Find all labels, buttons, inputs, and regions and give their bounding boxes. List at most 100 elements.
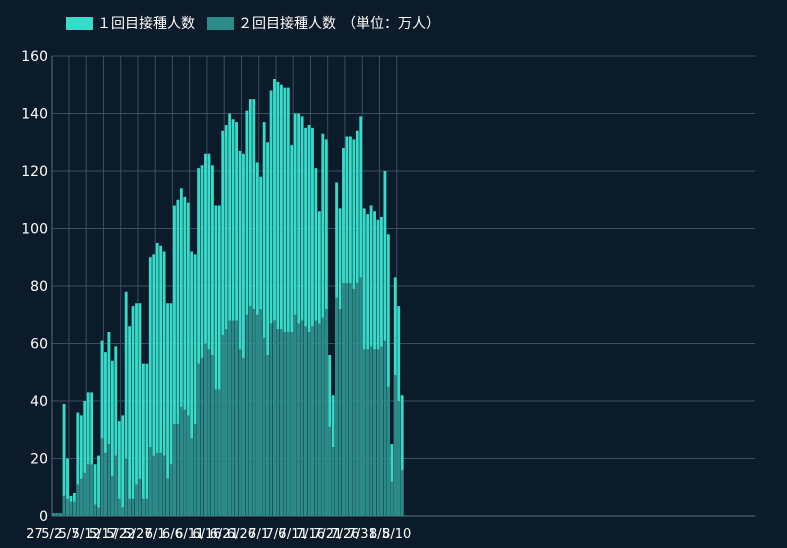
bar-dose2 bbox=[131, 498, 135, 516]
bar-dose2 bbox=[259, 309, 263, 516]
bar-dose2 bbox=[317, 323, 321, 517]
bar-dose1 bbox=[200, 165, 204, 516]
bar-dose1 bbox=[245, 110, 249, 517]
bar-dose2 bbox=[273, 320, 276, 516]
x-tick-label: 5/7 bbox=[58, 527, 79, 542]
bar-dose2 bbox=[252, 309, 256, 516]
bar-dose2 bbox=[362, 349, 366, 516]
bar-dose1 bbox=[400, 395, 404, 516]
x-tick-label: 7/11 bbox=[279, 527, 308, 542]
bar-dose2 bbox=[300, 320, 304, 516]
bar-dose2 bbox=[69, 501, 73, 517]
bar-dose2 bbox=[331, 447, 335, 516]
bar-dose2 bbox=[190, 438, 194, 517]
bar-dose2 bbox=[138, 478, 142, 517]
bar-dose1 bbox=[121, 415, 125, 517]
bar-dose1 bbox=[238, 150, 242, 517]
bar-dose1 bbox=[186, 202, 190, 517]
bar-dose1 bbox=[155, 242, 159, 517]
bar-dose2 bbox=[124, 458, 128, 516]
bar-dose1 bbox=[117, 421, 121, 517]
bar-dose1 bbox=[141, 363, 145, 517]
bar-dose1 bbox=[252, 99, 256, 517]
bar-dose1 bbox=[93, 464, 97, 516]
bar-dose1 bbox=[221, 130, 225, 516]
bar-dose1 bbox=[107, 332, 111, 516]
bar-dose2 bbox=[348, 283, 352, 517]
legend-label-dose1: １回目接種人数 bbox=[97, 16, 195, 32]
legend-swatch-dose1 bbox=[66, 16, 93, 30]
bar-dose2 bbox=[324, 309, 328, 516]
legend-item-dose1[interactable]: １回目接種人数 bbox=[66, 13, 195, 33]
bar-dose2 bbox=[228, 320, 232, 516]
bar-dose1 bbox=[190, 251, 194, 516]
bar-dose2 bbox=[400, 470, 404, 516]
x-tick-label: 7/1 bbox=[248, 527, 269, 542]
bar-dose2 bbox=[224, 329, 228, 517]
bar-dose1 bbox=[279, 84, 283, 516]
bar-dose2 bbox=[155, 452, 159, 516]
bar-dose2 bbox=[86, 464, 90, 516]
bar-dose1 bbox=[207, 153, 211, 516]
x-tick-label: 6/11 bbox=[175, 527, 204, 542]
y-tick-label: 160 bbox=[21, 49, 48, 65]
bar-dose1 bbox=[235, 122, 238, 517]
bar-dose1 bbox=[224, 125, 228, 516]
bar-dose1 bbox=[262, 122, 266, 517]
bar-dose1 bbox=[197, 168, 201, 517]
bar-dose1 bbox=[231, 119, 235, 516]
bar-dose1 bbox=[90, 392, 94, 517]
bar-dose2 bbox=[176, 424, 180, 516]
bar-dose1 bbox=[283, 87, 287, 517]
bar-dose1 bbox=[210, 165, 214, 516]
x-tick-label: 27 bbox=[26, 527, 43, 542]
bar-dose2 bbox=[366, 349, 370, 516]
bar-dose2 bbox=[141, 498, 145, 516]
bar-dose1 bbox=[114, 346, 118, 517]
bar-dose2 bbox=[238, 349, 242, 516]
bar-dose1 bbox=[214, 205, 218, 516]
bar-dose2 bbox=[262, 337, 266, 516]
bar-dose1 bbox=[66, 458, 69, 516]
bar-dose2 bbox=[210, 355, 214, 516]
bar-dose2 bbox=[121, 507, 125, 517]
bar-dose2 bbox=[380, 346, 383, 517]
bar-dose1 bbox=[76, 412, 80, 516]
bar-dose2 bbox=[173, 424, 176, 516]
bar-dose2 bbox=[145, 498, 149, 516]
bar-dose2 bbox=[166, 478, 169, 517]
bar-dose2 bbox=[135, 484, 138, 517]
bar-dose2 bbox=[235, 320, 238, 516]
legend: １回目接種人数 ２回目接種人数 （単位：万人） bbox=[66, 13, 452, 33]
bar-dose1 bbox=[162, 251, 166, 516]
unit-label: （単位：万人） bbox=[342, 16, 440, 32]
x-tick-label: 7/21 bbox=[313, 527, 342, 542]
y-tick-label: 80 bbox=[30, 279, 48, 295]
bar-dose2 bbox=[207, 349, 211, 516]
bar-dose2 bbox=[293, 314, 297, 516]
x-tick-label: 5/27 bbox=[123, 527, 152, 542]
bar-dose1 bbox=[166, 303, 169, 516]
bar-dose2 bbox=[52, 513, 56, 517]
bar-dose1 bbox=[135, 303, 138, 516]
bar-dose1 bbox=[86, 392, 90, 517]
bar-dose1 bbox=[228, 113, 232, 516]
bar-dose1 bbox=[124, 291, 128, 516]
x-tick-label: 7/26 bbox=[330, 527, 359, 542]
bar-dose1 bbox=[104, 352, 107, 517]
bar-dose1 bbox=[290, 145, 294, 517]
legend-item-dose2[interactable]: ２回目接種人数 （単位：万人） bbox=[207, 13, 440, 33]
bar-dose2 bbox=[128, 498, 132, 516]
bar-dose1 bbox=[300, 116, 304, 517]
bar-dose2 bbox=[214, 389, 218, 516]
bar-dose2 bbox=[397, 401, 401, 516]
bar-dose2 bbox=[104, 452, 107, 516]
bar-dose2 bbox=[338, 309, 342, 516]
y-tick-label: 140 bbox=[21, 107, 48, 123]
bar-dose2 bbox=[386, 386, 390, 517]
bar-dose2 bbox=[66, 498, 69, 516]
bar-dose1 bbox=[152, 254, 156, 517]
bar-dose2 bbox=[162, 455, 166, 517]
bar-dose2 bbox=[169, 464, 173, 516]
bar-dose2 bbox=[355, 283, 359, 517]
